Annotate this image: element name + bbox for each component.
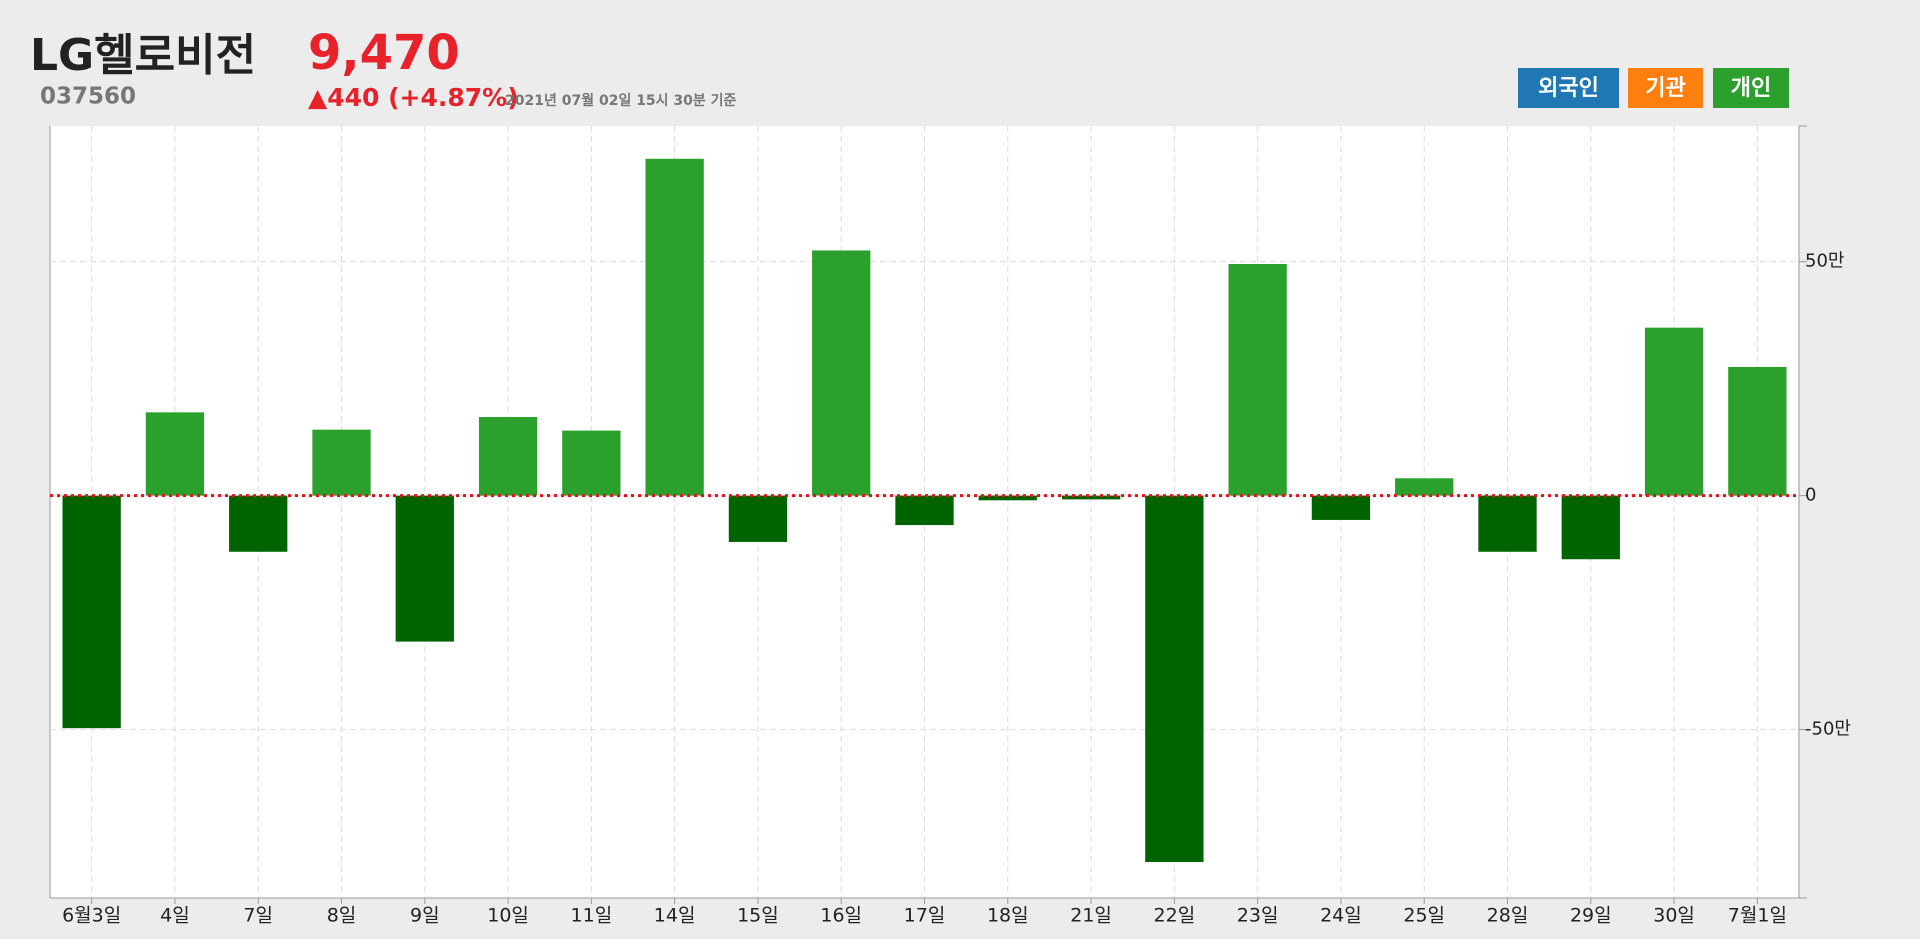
price-change: ▲440 (+4.87%) — [308, 83, 519, 112]
y-tick-label: 50만 — [1805, 251, 1844, 272]
legend-button[interactable] — [1628, 68, 1703, 108]
x-tick-label: 7월1일 — [1728, 905, 1787, 927]
x-tick-label: 23일 — [1237, 905, 1279, 927]
bar — [62, 495, 121, 729]
bar — [1145, 495, 1204, 862]
legend-button[interactable] — [1518, 68, 1619, 108]
bar — [1561, 495, 1620, 560]
bar — [395, 495, 454, 642]
legend-button-label[interactable]: 기관 — [1645, 76, 1685, 101]
x-tick-label: 6월3일 — [62, 905, 121, 927]
bar — [895, 495, 954, 526]
x-tick-label: 14일 — [654, 905, 696, 927]
x-tick-label: 28일 — [1487, 905, 1529, 927]
x-tick-label: 11일 — [571, 905, 613, 927]
bar — [1061, 495, 1121, 500]
bar — [145, 412, 205, 496]
x-tick-label: 16일 — [820, 905, 862, 927]
x-tick-label: 17일 — [904, 905, 946, 927]
bar — [478, 417, 538, 496]
x-tick-label: 4일 — [160, 905, 190, 927]
bar — [312, 429, 371, 496]
x-tick-label: 25일 — [1403, 905, 1445, 927]
price: 9,470 — [308, 25, 460, 81]
x-tick-label: 24일 — [1320, 905, 1362, 927]
stock-code: 037560 — [40, 84, 136, 110]
x-tick-label: 30일 — [1653, 905, 1695, 927]
x-tick-label: 15일 — [737, 905, 779, 927]
legend-button-label[interactable]: 개인 — [1731, 76, 1771, 101]
x-tick-label: 21일 — [1070, 905, 1112, 927]
stock-name: LG헬로비전 — [30, 30, 256, 81]
bar — [978, 495, 1037, 501]
x-tick-label: 18일 — [987, 905, 1029, 927]
bar — [1644, 327, 1704, 496]
bar — [728, 495, 788, 542]
bar — [1728, 366, 1787, 496]
x-tick-label: 22일 — [1154, 905, 1196, 927]
legend-button[interactable] — [1713, 68, 1789, 108]
x-tick-label: 29일 — [1570, 905, 1612, 927]
x-tick-label: 9일 — [410, 905, 440, 927]
bar — [562, 430, 621, 496]
x-tick-label: 7일 — [243, 905, 273, 927]
timestamp: 2021년 07월 02일 15시 30분 기준 — [505, 92, 737, 109]
bar — [1478, 495, 1537, 552]
x-tick-label: 10일 — [487, 905, 529, 927]
bar — [1228, 264, 1287, 496]
bar — [645, 158, 704, 496]
y-tick-label: -50만 — [1805, 719, 1851, 740]
legend-button-label[interactable]: 외국인 — [1538, 76, 1599, 101]
bar — [1311, 495, 1371, 520]
y-tick-label: 0 — [1805, 485, 1816, 506]
bar — [1395, 478, 1454, 496]
bar — [229, 495, 288, 552]
x-tick-label: 8일 — [327, 905, 357, 927]
bar — [812, 250, 871, 496]
